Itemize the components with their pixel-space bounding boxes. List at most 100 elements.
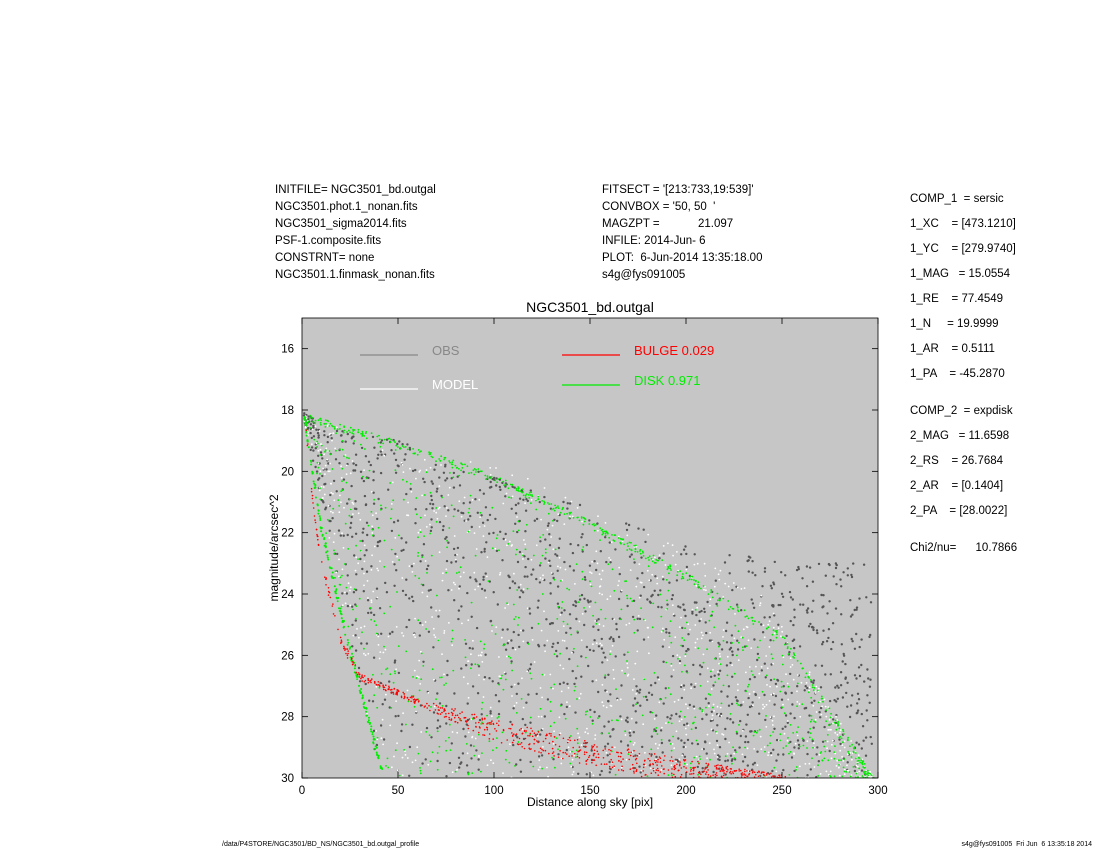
obs-point	[683, 755, 687, 758]
obs-point	[514, 512, 518, 515]
obs-point	[678, 715, 681, 718]
obs-point	[405, 541, 408, 544]
obs-point	[769, 752, 773, 755]
obs-point	[529, 760, 532, 764]
disk-point	[417, 555, 419, 557]
model-point	[410, 490, 413, 493]
obs-point	[666, 716, 669, 719]
obs-point	[583, 597, 586, 600]
obs-point	[851, 640, 854, 643]
bulge-point	[583, 751, 586, 753]
bulge-point	[383, 686, 386, 689]
bulge-point	[633, 749, 635, 752]
disk-point	[553, 509, 556, 512]
y-tick-label: 24	[281, 589, 294, 601]
obs-point	[668, 631, 671, 635]
bulge-point	[579, 749, 582, 751]
obs-point	[351, 605, 354, 608]
param-comp1-row: 1_PA = -45.2870	[910, 368, 1005, 380]
obs-point	[544, 538, 547, 541]
disk-point	[417, 449, 420, 451]
disk-point	[429, 491, 432, 494]
bulge-point	[671, 772, 673, 775]
model-point	[759, 604, 761, 607]
disk-point	[765, 627, 768, 630]
disk-point	[420, 678, 423, 681]
model-point	[627, 673, 630, 676]
bulge-point	[325, 584, 327, 586]
bulge-point	[346, 657, 349, 659]
disk-point	[361, 434, 364, 436]
model-point	[358, 636, 360, 639]
obs-point	[414, 468, 417, 472]
bulge-point	[578, 757, 581, 759]
obs-point	[595, 568, 598, 572]
disk-point	[324, 542, 327, 545]
disk-point	[729, 606, 732, 608]
obs-point	[868, 635, 871, 639]
disk-point	[604, 534, 607, 537]
model-point	[354, 569, 357, 572]
disk-point	[712, 706, 714, 709]
model-point	[419, 529, 422, 531]
obs-point	[729, 718, 732, 721]
obs-point	[683, 723, 686, 727]
disk-point	[355, 544, 357, 547]
obs-point	[636, 617, 639, 620]
obs-point	[501, 628, 504, 631]
bulge-point	[473, 713, 476, 716]
model-point	[804, 763, 807, 765]
obs-point	[758, 712, 761, 715]
disk-point	[323, 423, 326, 425]
obs-point	[326, 441, 329, 444]
model-point	[352, 503, 355, 505]
disk-point	[435, 698, 437, 701]
obs-point	[445, 477, 449, 480]
model-point	[507, 603, 510, 606]
obs-point	[566, 682, 569, 686]
bulge-point	[367, 678, 370, 680]
disk-point	[713, 626, 716, 629]
obs-point	[811, 610, 814, 613]
obs-point	[499, 530, 502, 533]
obs-point	[353, 554, 356, 557]
disk-point	[807, 691, 810, 694]
model-point	[456, 553, 458, 556]
obs-point	[574, 711, 577, 714]
disk-point	[313, 487, 316, 489]
disk-point	[370, 511, 373, 513]
model-point	[695, 584, 698, 587]
model-point	[843, 740, 846, 742]
obs-point	[769, 584, 773, 587]
obs-point	[569, 542, 572, 546]
model-point	[371, 532, 374, 534]
model-point	[414, 759, 417, 762]
disk-point	[450, 463, 453, 466]
model-point	[651, 573, 654, 576]
obs-point	[552, 642, 555, 645]
obs-point	[373, 446, 376, 449]
obs-point	[469, 514, 472, 518]
bulge-point	[450, 711, 453, 714]
obs-point	[846, 761, 849, 764]
disk-point	[669, 743, 672, 745]
disk-point	[500, 677, 503, 680]
disk-point	[357, 558, 359, 560]
model-point	[416, 675, 418, 678]
disk-point	[841, 775, 844, 778]
obs-point	[366, 533, 369, 537]
disk-point	[331, 571, 334, 574]
model-point	[561, 579, 564, 581]
bulge-point	[572, 746, 574, 749]
obs-point	[412, 599, 415, 603]
disk-point	[406, 448, 409, 451]
bulge-point	[305, 429, 308, 432]
obs-point	[324, 482, 327, 486]
model-point	[560, 757, 563, 760]
model-point	[712, 703, 715, 706]
disk-point	[783, 637, 786, 640]
disk-point	[517, 520, 520, 523]
model-point	[722, 733, 725, 736]
disk-point	[494, 479, 497, 482]
obs-point	[585, 543, 588, 547]
